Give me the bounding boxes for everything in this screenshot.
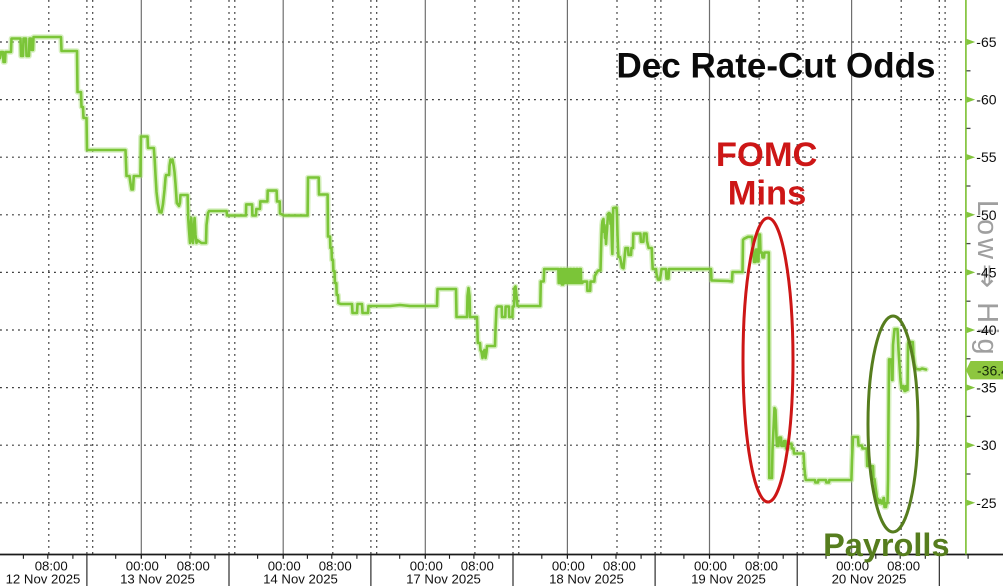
svg-text:08:00: 08:00 — [603, 559, 636, 574]
svg-text:08:00: 08:00 — [319, 559, 352, 574]
svg-text:00:00: 00:00 — [126, 559, 159, 574]
svg-text:-40: -40 — [976, 322, 996, 338]
svg-text:-36.4: -36.4 — [977, 363, 1003, 379]
svg-text:08:00: 08:00 — [887, 559, 920, 574]
svg-text:14 Nov 2025: 14 Nov 2025 — [263, 572, 338, 586]
svg-text:00:00: 00:00 — [552, 559, 585, 574]
svg-text:⇒: ⇒ — [971, 264, 1003, 288]
svg-text:13 Nov 2025: 13 Nov 2025 — [120, 572, 195, 586]
svg-text:Dec Rate-Cut Odds: Dec Rate-Cut Odds — [617, 46, 936, 85]
svg-text:FOMC: FOMC — [716, 136, 818, 174]
svg-text:00:00: 00:00 — [268, 559, 301, 574]
svg-text:-30: -30 — [976, 437, 996, 453]
svg-text:08:00: 08:00 — [35, 559, 68, 574]
svg-text:00:00: 00:00 — [836, 559, 869, 574]
svg-text:12 Nov 2025: 12 Nov 2025 — [6, 572, 81, 586]
svg-text:08:00: 08:00 — [461, 559, 494, 574]
svg-text:Low: Low — [971, 200, 1003, 262]
svg-text:-60: -60 — [976, 92, 996, 108]
svg-text:-65: -65 — [976, 34, 996, 50]
svg-text:17 Nov 2025: 17 Nov 2025 — [406, 572, 481, 586]
svg-text:Payrolls: Payrolls — [823, 527, 949, 563]
svg-text:19 Nov 2025: 19 Nov 2025 — [691, 572, 766, 586]
svg-text:-35: -35 — [976, 380, 996, 396]
svg-text:-50: -50 — [976, 207, 996, 223]
svg-text:18 Nov 2025: 18 Nov 2025 — [549, 572, 624, 586]
svg-text:-55: -55 — [976, 149, 996, 165]
svg-text:00:00: 00:00 — [694, 559, 727, 574]
svg-text:00:00: 00:00 — [410, 559, 443, 574]
svg-text:-45: -45 — [976, 264, 996, 280]
svg-text:Mins: Mins — [728, 175, 807, 213]
svg-text:20 Nov 2025: 20 Nov 2025 — [832, 572, 907, 586]
svg-text:08:00: 08:00 — [177, 559, 210, 574]
svg-text:08:00: 08:00 — [745, 559, 778, 574]
svg-text:-25: -25 — [976, 495, 996, 511]
